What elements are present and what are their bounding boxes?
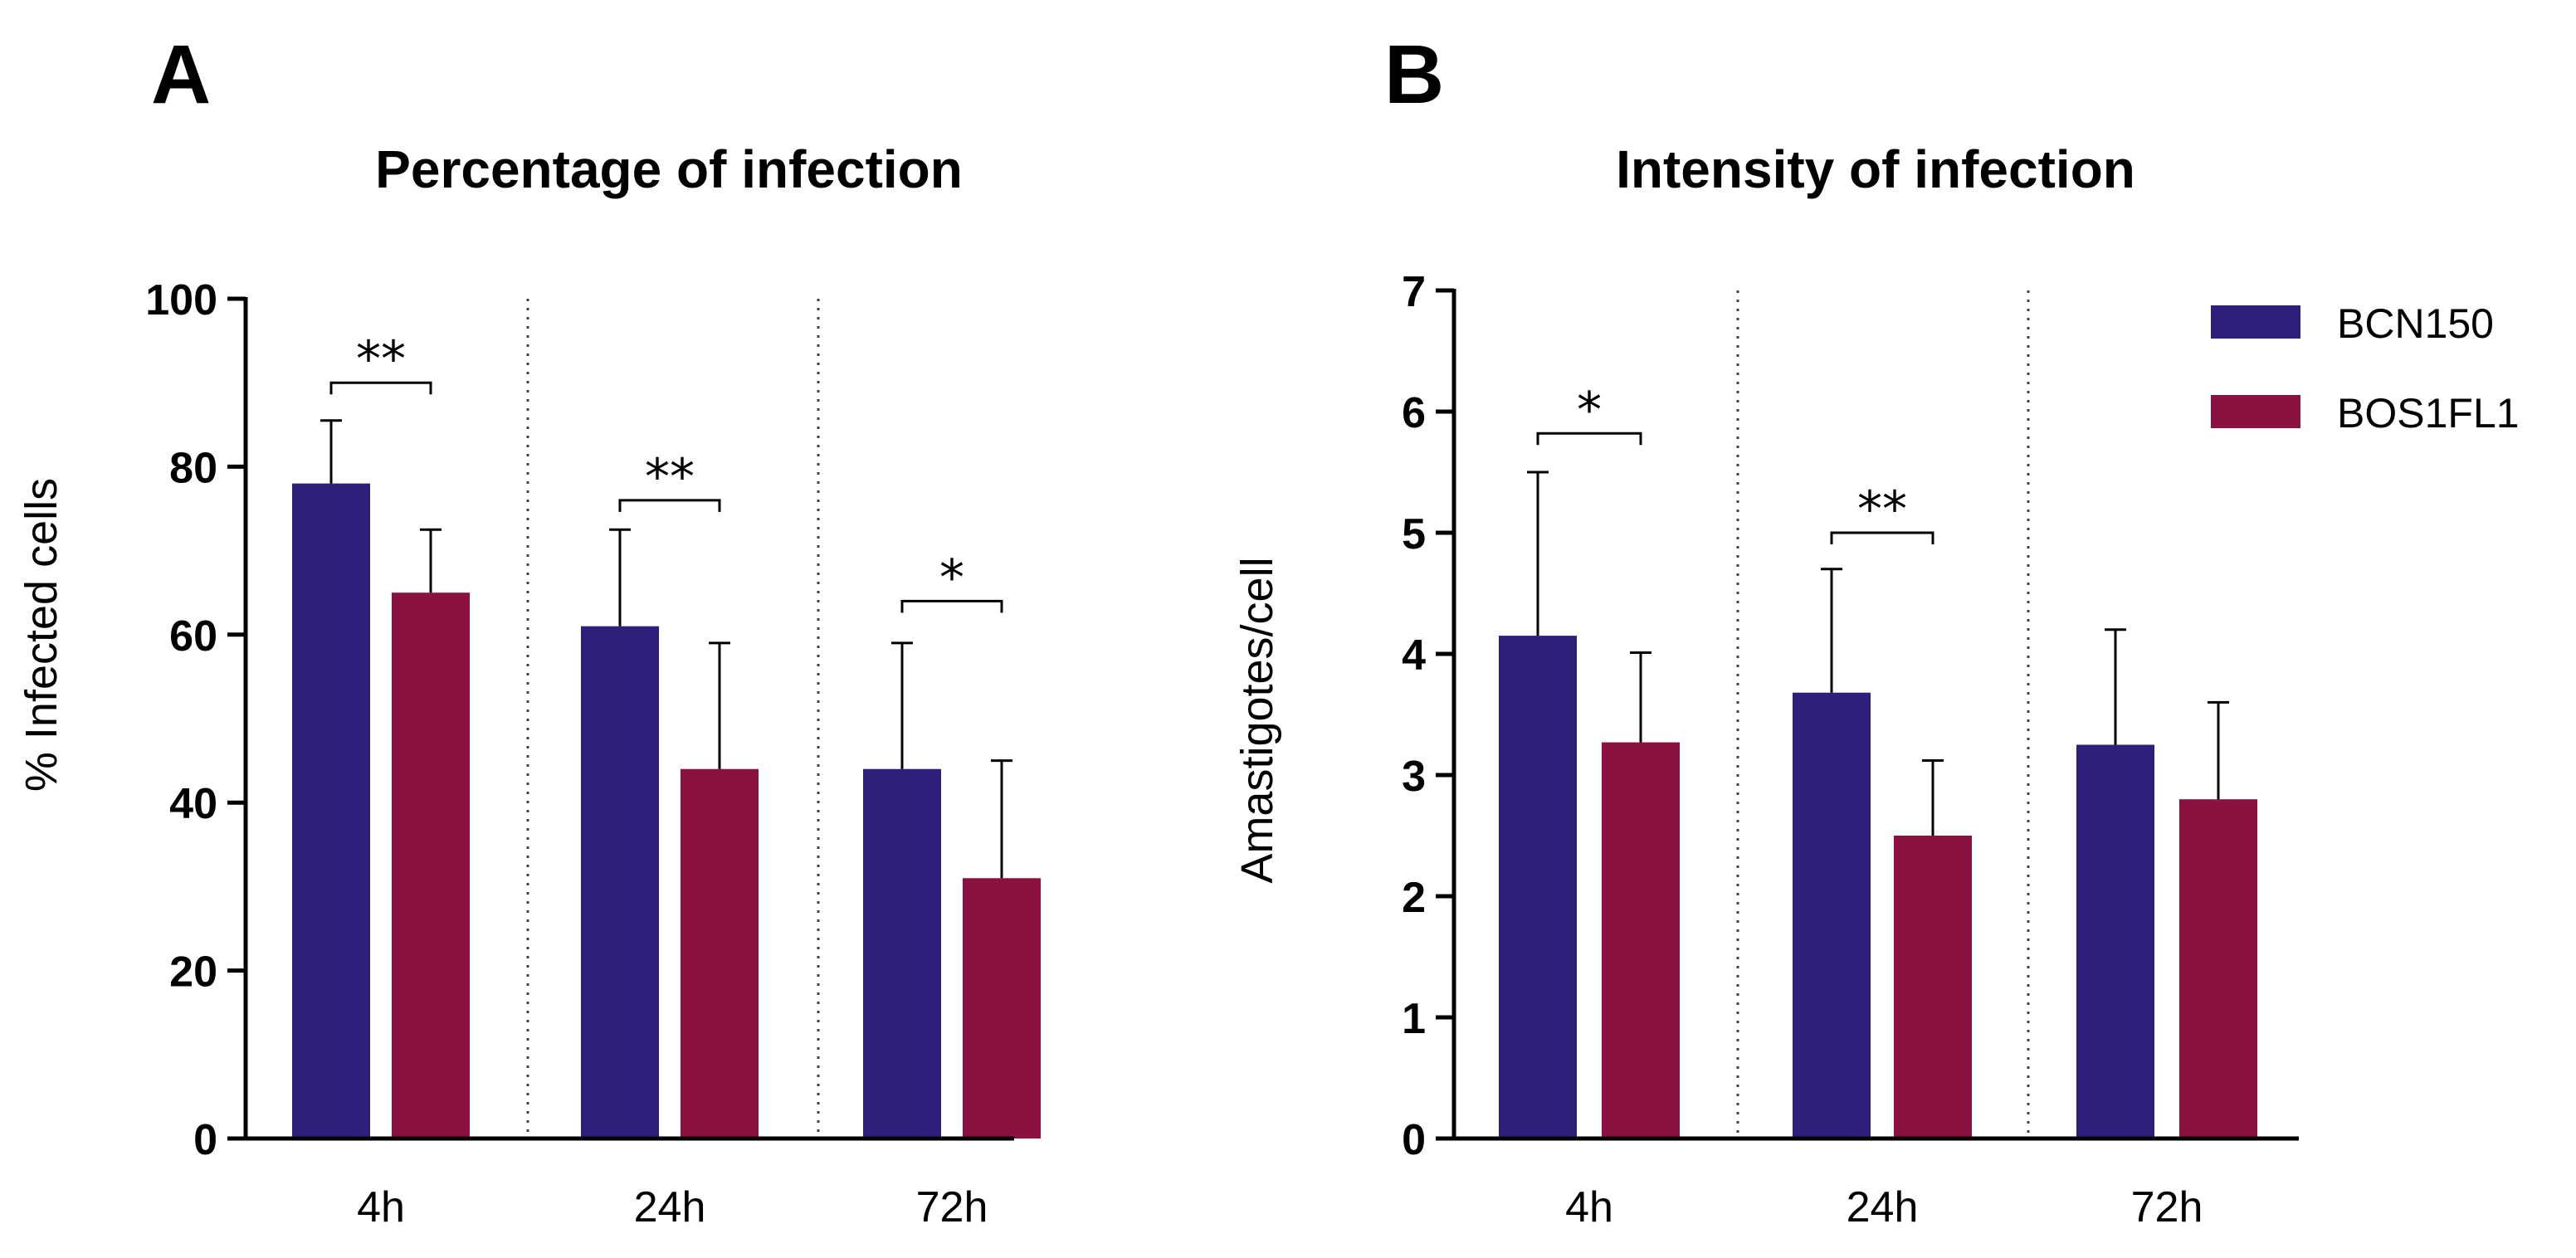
panel-a-xtick-label-4h: 4h xyxy=(357,1183,405,1231)
panel-b-xtick-label-4h: 4h xyxy=(1565,1183,1613,1231)
panel-a-bar-bos1fl1-4h xyxy=(392,592,470,1139)
panel-a-bar-bos1fl1-72h xyxy=(963,878,1041,1139)
panel-b-errorbar-bcn150-4h xyxy=(1527,471,1549,636)
panel-b-ylabel: Amastigotes/cell xyxy=(1232,557,1282,883)
panel-a-ylabel: % Infected cells xyxy=(17,478,66,792)
panel-b-xtick-label-72h: 72h xyxy=(2131,1183,2203,1231)
panel-b-bar-bos1fl1-4h xyxy=(1602,742,1680,1139)
panel-a-bar-bcn150-72h xyxy=(863,768,941,1139)
panel-b-sig-bracket-24h xyxy=(1830,531,1934,544)
panel-a-sig-label-72h: * xyxy=(939,549,964,607)
panel-a-errorbar-bos1fl1-4h xyxy=(420,528,442,593)
panel-b-ytick-label: 5 xyxy=(1402,510,1426,558)
panel-a-title: Percentage of infection xyxy=(375,139,963,199)
panel-a-ytick-label: 80 xyxy=(169,444,217,492)
panel-b-errorbar-bos1fl1-72h xyxy=(2208,700,2229,800)
legend: BCN150 BOS1FL1 xyxy=(2211,300,2520,436)
panel-a-ytick-label: 100 xyxy=(145,276,217,324)
panel-a-ytick-label: 40 xyxy=(169,780,217,828)
panel-b-errorbar-bos1fl1-4h xyxy=(1630,651,1651,743)
panel-b-sig-label-24h: ** xyxy=(1857,480,1907,539)
panel-b-xtick-label-24h: 24h xyxy=(1847,1183,1919,1231)
panel-a-errorbar-bos1fl1-72h xyxy=(991,759,1012,879)
panel-b-ytick-label: 2 xyxy=(1402,874,1426,922)
panel-b-errorbar-bcn150-24h xyxy=(1821,568,1842,693)
panel-b-ytick-label: 1 xyxy=(1402,995,1426,1043)
panel-b-errorbar-bos1fl1-24h xyxy=(1922,758,1944,836)
panel-a-errorbar-bcn150-4h xyxy=(320,419,342,484)
panel-b-bar-bos1fl1-24h xyxy=(1894,836,1972,1139)
panel-a-errorbar-bcn150-72h xyxy=(891,641,913,769)
panel-b-errorbar-bcn150-72h xyxy=(2105,628,2126,745)
panel-a-ytick-label: 20 xyxy=(169,948,217,997)
legend-swatch-bcn150 xyxy=(2211,305,2300,339)
panel-a-bar-bcn150-24h xyxy=(581,626,659,1139)
panel-a-errorbar-bos1fl1-24h xyxy=(709,641,730,769)
panel-a-xtick-label-24h: 24h xyxy=(634,1183,706,1231)
panel-b-ytick-label: 7 xyxy=(1402,268,1426,316)
panel-a-ytick-label: 60 xyxy=(169,612,217,661)
panel-a-sig-label-4h: ** xyxy=(356,330,406,388)
panel-a-bar-bcn150-4h xyxy=(292,483,370,1139)
panel-a-ytick-label: 0 xyxy=(193,1116,217,1164)
panel-b-bar-bcn150-4h xyxy=(1499,636,1577,1139)
panel-b-bar-bcn150-72h xyxy=(2076,744,2154,1139)
panel-b-ytick-label: 4 xyxy=(1402,631,1426,680)
legend-label-bos1fl1: BOS1FL1 xyxy=(2337,390,2520,436)
panel-a-xtick-label-72h: 72h xyxy=(916,1183,988,1231)
panel-a-sig-bracket-4h xyxy=(329,381,432,395)
panel-b-letter: B xyxy=(1384,28,1444,121)
panel-a-sig-bracket-24h xyxy=(618,499,721,512)
panel-b-title: Intensity of infection xyxy=(1616,139,2135,199)
panel-b-bar-bcn150-24h xyxy=(1793,692,1871,1139)
legend-swatch-bos1fl1 xyxy=(2211,395,2300,428)
panel-b-bar-bos1fl1-72h xyxy=(2179,799,2257,1139)
panel-a-errorbar-bcn150-24h xyxy=(609,528,631,627)
panel-a-sig-bracket-72h xyxy=(900,599,1003,613)
panel-a-letter: A xyxy=(151,28,211,121)
panel-b-sig-bracket-4h xyxy=(1536,432,1642,446)
panel-b-ytick-label: 6 xyxy=(1402,389,1426,437)
panel-b-ytick-label: 3 xyxy=(1402,753,1426,801)
panel-a-sig-label-24h: ** xyxy=(645,448,695,506)
panel-b-sig-label-4h: * xyxy=(1577,381,1602,439)
legend-label-bcn150: BCN150 xyxy=(2337,300,2494,347)
panel-b-ytick-label: 0 xyxy=(1402,1116,1426,1164)
panel-a-bar-bos1fl1-24h xyxy=(681,768,759,1139)
